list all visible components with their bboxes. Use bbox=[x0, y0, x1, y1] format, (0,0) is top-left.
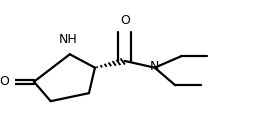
Text: O: O bbox=[0, 75, 9, 88]
Text: NH: NH bbox=[59, 33, 78, 46]
Text: O: O bbox=[120, 14, 130, 27]
Text: N: N bbox=[150, 60, 160, 74]
